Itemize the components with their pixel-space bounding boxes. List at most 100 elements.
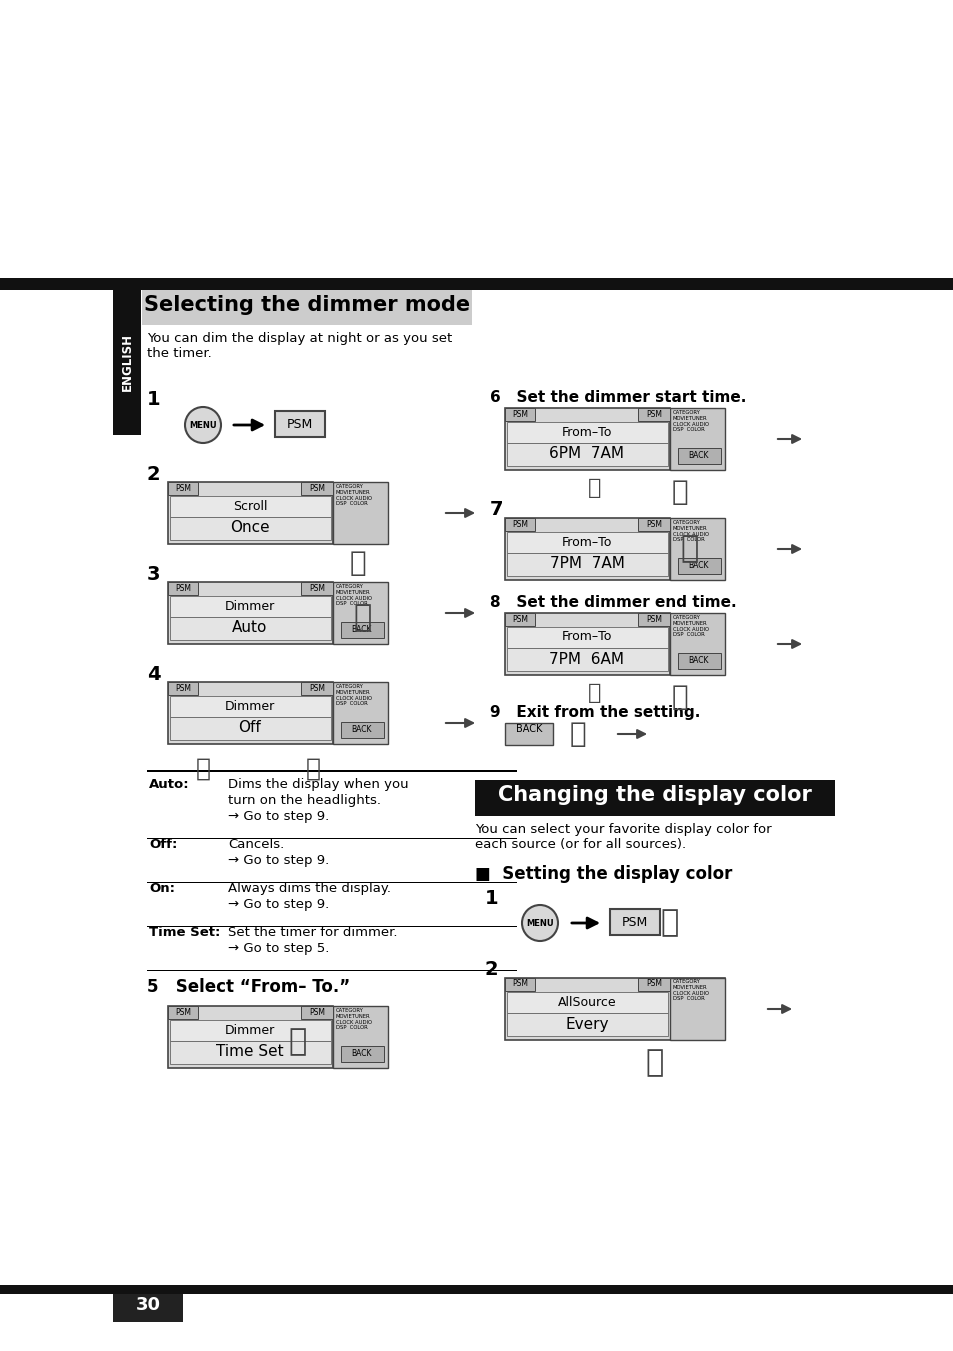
Text: BACK: BACK: [688, 657, 708, 665]
Bar: [638, 408, 669, 422]
Text: CATEGORY
MOVIETUNER
CLOCK AUDIO
DSP  COLOR: CATEGORY MOVIETUNER CLOCK AUDIO DSP COLO…: [672, 615, 708, 638]
Bar: [170, 696, 331, 717]
Text: Always dims the display.: Always dims the display.: [228, 882, 391, 894]
Text: BACK: BACK: [352, 725, 372, 734]
Text: 1: 1: [484, 889, 498, 908]
Bar: [504, 408, 669, 470]
Text: 2: 2: [484, 961, 498, 979]
Text: Dimmer: Dimmer: [225, 600, 274, 612]
Bar: [333, 682, 388, 744]
Text: Dimmer: Dimmer: [225, 700, 274, 712]
Text: CATEGORY
MOVIETUNER
CLOCK AUDIO
DSP  COLOR: CATEGORY MOVIETUNER CLOCK AUDIO DSP COLO…: [335, 584, 372, 607]
Text: PSM: PSM: [174, 684, 191, 693]
Bar: [669, 613, 724, 676]
Bar: [170, 496, 331, 517]
Bar: [506, 532, 667, 553]
Text: BACK: BACK: [352, 626, 372, 634]
Bar: [340, 1046, 384, 1062]
Text: From–To: From–To: [561, 426, 612, 439]
Circle shape: [521, 905, 558, 942]
Bar: [504, 723, 553, 744]
Text: Selecting the dimmer mode: Selecting the dimmer mode: [144, 295, 470, 315]
Text: Time Set:: Time Set:: [149, 925, 220, 939]
Text: 7: 7: [490, 500, 503, 519]
Text: Every: Every: [565, 1016, 608, 1032]
Bar: [170, 717, 331, 740]
Bar: [168, 1006, 333, 1069]
Text: CATEGORY
MOVIETUNER
CLOCK AUDIO
DSP  COLOR: CATEGORY MOVIETUNER CLOCK AUDIO DSP COLO…: [335, 684, 372, 707]
Text: ENGLISH: ENGLISH: [120, 332, 133, 390]
Bar: [168, 582, 333, 644]
Text: PSM: PSM: [309, 484, 325, 493]
Text: On:: On:: [149, 882, 174, 894]
Bar: [301, 682, 333, 694]
Text: 1: 1: [147, 390, 160, 409]
Text: ✋: ✋: [195, 757, 211, 781]
Text: 2: 2: [147, 465, 160, 484]
Text: PSM: PSM: [512, 979, 527, 988]
Bar: [475, 780, 834, 816]
Bar: [168, 1006, 198, 1019]
Text: ✋: ✋: [350, 549, 366, 577]
Bar: [170, 1020, 331, 1042]
Text: ✋: ✋: [671, 478, 688, 507]
Text: 4: 4: [147, 665, 160, 684]
Text: You can select your favorite display color for
each source (or for all sources).: You can select your favorite display col…: [475, 823, 771, 851]
Text: Dims the display when you: Dims the display when you: [228, 778, 408, 790]
Bar: [333, 582, 388, 644]
Text: 9   Exit from the setting.: 9 Exit from the setting.: [490, 705, 700, 720]
Text: 3: 3: [147, 565, 160, 584]
Text: ■  Setting the display color: ■ Setting the display color: [475, 865, 732, 884]
Text: Changing the display color: Changing the display color: [497, 785, 811, 805]
Text: From–To: From–To: [561, 631, 612, 643]
Text: Scroll: Scroll: [233, 500, 267, 512]
Text: CATEGORY
MOVIETUNER
CLOCK AUDIO
DSP  COLOR: CATEGORY MOVIETUNER CLOCK AUDIO DSP COLO…: [672, 409, 708, 432]
Text: Set the timer for dimmer.: Set the timer for dimmer.: [228, 925, 397, 939]
Bar: [506, 627, 667, 648]
Text: MENU: MENU: [526, 920, 554, 928]
Bar: [506, 443, 667, 466]
Text: CATEGORY
MOVIETUNER
CLOCK AUDIO
DSP  COLOR: CATEGORY MOVIETUNER CLOCK AUDIO DSP COLO…: [672, 520, 708, 542]
Bar: [638, 613, 669, 626]
Bar: [0, 1285, 953, 1294]
Bar: [168, 482, 198, 494]
Bar: [333, 482, 388, 544]
Bar: [170, 596, 331, 617]
Text: 30: 30: [135, 1296, 160, 1315]
Bar: [669, 517, 724, 580]
Bar: [168, 682, 198, 694]
Text: Auto:: Auto:: [149, 778, 190, 790]
Text: PSM: PSM: [645, 979, 661, 988]
Bar: [112, 290, 141, 435]
Bar: [504, 408, 535, 422]
Text: ✋: ✋: [660, 908, 679, 938]
Text: CATEGORY
MOVIETUNER
CLOCK AUDIO
DSP  COLOR: CATEGORY MOVIETUNER CLOCK AUDIO DSP COLO…: [672, 979, 708, 1001]
Text: MENU: MENU: [189, 422, 216, 431]
Bar: [168, 582, 198, 594]
Bar: [340, 621, 384, 638]
Text: PSM: PSM: [621, 916, 647, 928]
Text: ✋: ✋: [305, 757, 320, 781]
Bar: [504, 517, 669, 580]
Text: ✋: ✋: [354, 604, 372, 632]
Text: Dimmer: Dimmer: [225, 1024, 274, 1036]
Text: Off: Off: [238, 720, 261, 735]
Text: BACK: BACK: [352, 1048, 372, 1058]
Text: PSM: PSM: [645, 520, 661, 530]
Text: PSM: PSM: [645, 615, 661, 624]
Text: BACK: BACK: [688, 451, 708, 459]
Text: ✋: ✋: [588, 684, 601, 703]
Text: Off:: Off:: [149, 838, 177, 851]
Bar: [678, 449, 720, 463]
Text: PSM: PSM: [174, 584, 191, 593]
Text: ✋: ✋: [680, 535, 699, 563]
Text: 8   Set the dimmer end time.: 8 Set the dimmer end time.: [490, 594, 736, 611]
Bar: [638, 978, 669, 992]
Text: BACK: BACK: [516, 724, 541, 734]
Bar: [504, 517, 535, 531]
Text: PSM: PSM: [309, 584, 325, 593]
Text: ✋: ✋: [671, 684, 688, 711]
Text: ✋: ✋: [289, 1028, 307, 1056]
Bar: [170, 517, 331, 540]
Text: Cancels.: Cancels.: [228, 838, 284, 851]
